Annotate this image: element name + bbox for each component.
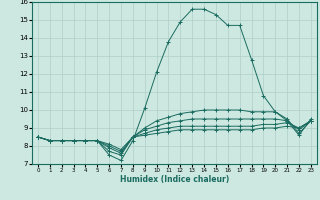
X-axis label: Humidex (Indice chaleur): Humidex (Indice chaleur) (120, 175, 229, 184)
